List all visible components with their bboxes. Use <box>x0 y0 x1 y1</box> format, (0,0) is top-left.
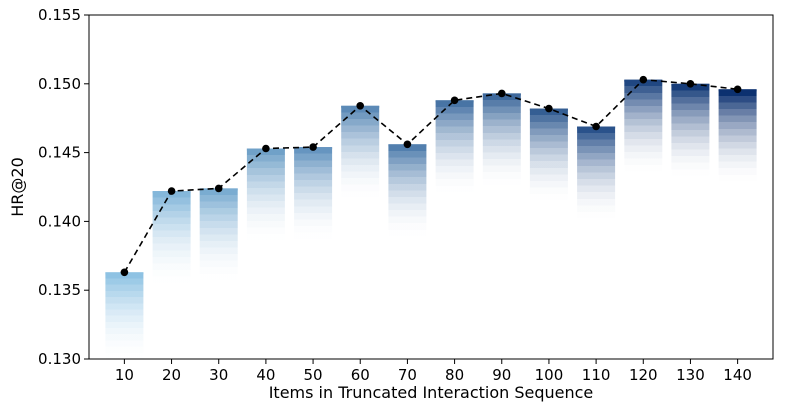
y-tick-label: 0.130 <box>38 350 81 368</box>
x-tick-label: 100 <box>535 366 564 384</box>
x-tick-label: 80 <box>445 366 464 384</box>
y-tick-label: 0.135 <box>38 281 81 299</box>
bar-30 <box>199 188 238 281</box>
bar-20 <box>152 191 191 284</box>
y-tick-label: 0.140 <box>38 212 81 230</box>
line-point-10 <box>120 268 129 277</box>
line-point-100 <box>545 104 553 113</box>
x-tick-label: 90 <box>492 366 511 384</box>
x-tick-label: 70 <box>398 366 417 384</box>
x-tick-label: 10 <box>115 366 134 384</box>
bar-60 <box>341 105 380 198</box>
bar-90 <box>482 93 521 186</box>
bar-140 <box>718 89 757 182</box>
x-tick-label: 140 <box>723 366 752 384</box>
line-point-130 <box>686 80 695 88</box>
y-tick-label: 0.145 <box>38 144 81 162</box>
bar-120 <box>624 79 663 172</box>
y-tick-label: 0.155 <box>38 6 81 24</box>
x-tick-label: 60 <box>351 366 370 384</box>
line-point-110 <box>592 122 600 131</box>
bar-10 <box>105 272 144 359</box>
line-point-140 <box>733 85 742 94</box>
bar-130 <box>671 83 710 176</box>
x-tick-label: 130 <box>676 366 705 384</box>
y-axis-title: HR@20 <box>8 157 27 217</box>
x-tick-label: 50 <box>304 366 323 384</box>
bar-40 <box>246 148 285 241</box>
x-tick-label: 30 <box>209 366 228 384</box>
bar-70 <box>388 144 427 237</box>
line-point-30 <box>214 184 223 193</box>
plot-frame <box>88 14 774 360</box>
x-axis: 10 20 30 40 50 60 70 80 90 100 110 120 130 140 <box>115 359 752 384</box>
x-axis-title: Items in Truncated Interaction Sequence <box>269 383 594 402</box>
x-tick-label: 120 <box>629 366 658 384</box>
line-point-40 <box>262 144 270 153</box>
line-series <box>123 78 738 273</box>
line-point-90 <box>498 89 506 98</box>
x-tick-label: 40 <box>256 366 275 384</box>
line-point-70 <box>403 140 412 149</box>
line-point-120 <box>639 75 648 84</box>
bar-100 <box>529 108 568 201</box>
line-point-50 <box>309 143 317 151</box>
x-tick-label: 20 <box>162 366 181 384</box>
bar-80 <box>435 100 474 193</box>
bar-50 <box>294 147 333 240</box>
y-tick-label: 0.150 <box>38 75 81 93</box>
line-series-group <box>120 75 742 277</box>
bar-110 <box>577 126 616 219</box>
y-axis: 0.130 0.135 0.140 0.145 0.150 0.155 <box>38 6 89 368</box>
bars-group <box>105 79 757 359</box>
line-point-60 <box>356 102 365 110</box>
x-tick-label: 110 <box>582 366 611 384</box>
line-point-20 <box>167 187 176 195</box>
line-point-80 <box>450 96 459 105</box>
